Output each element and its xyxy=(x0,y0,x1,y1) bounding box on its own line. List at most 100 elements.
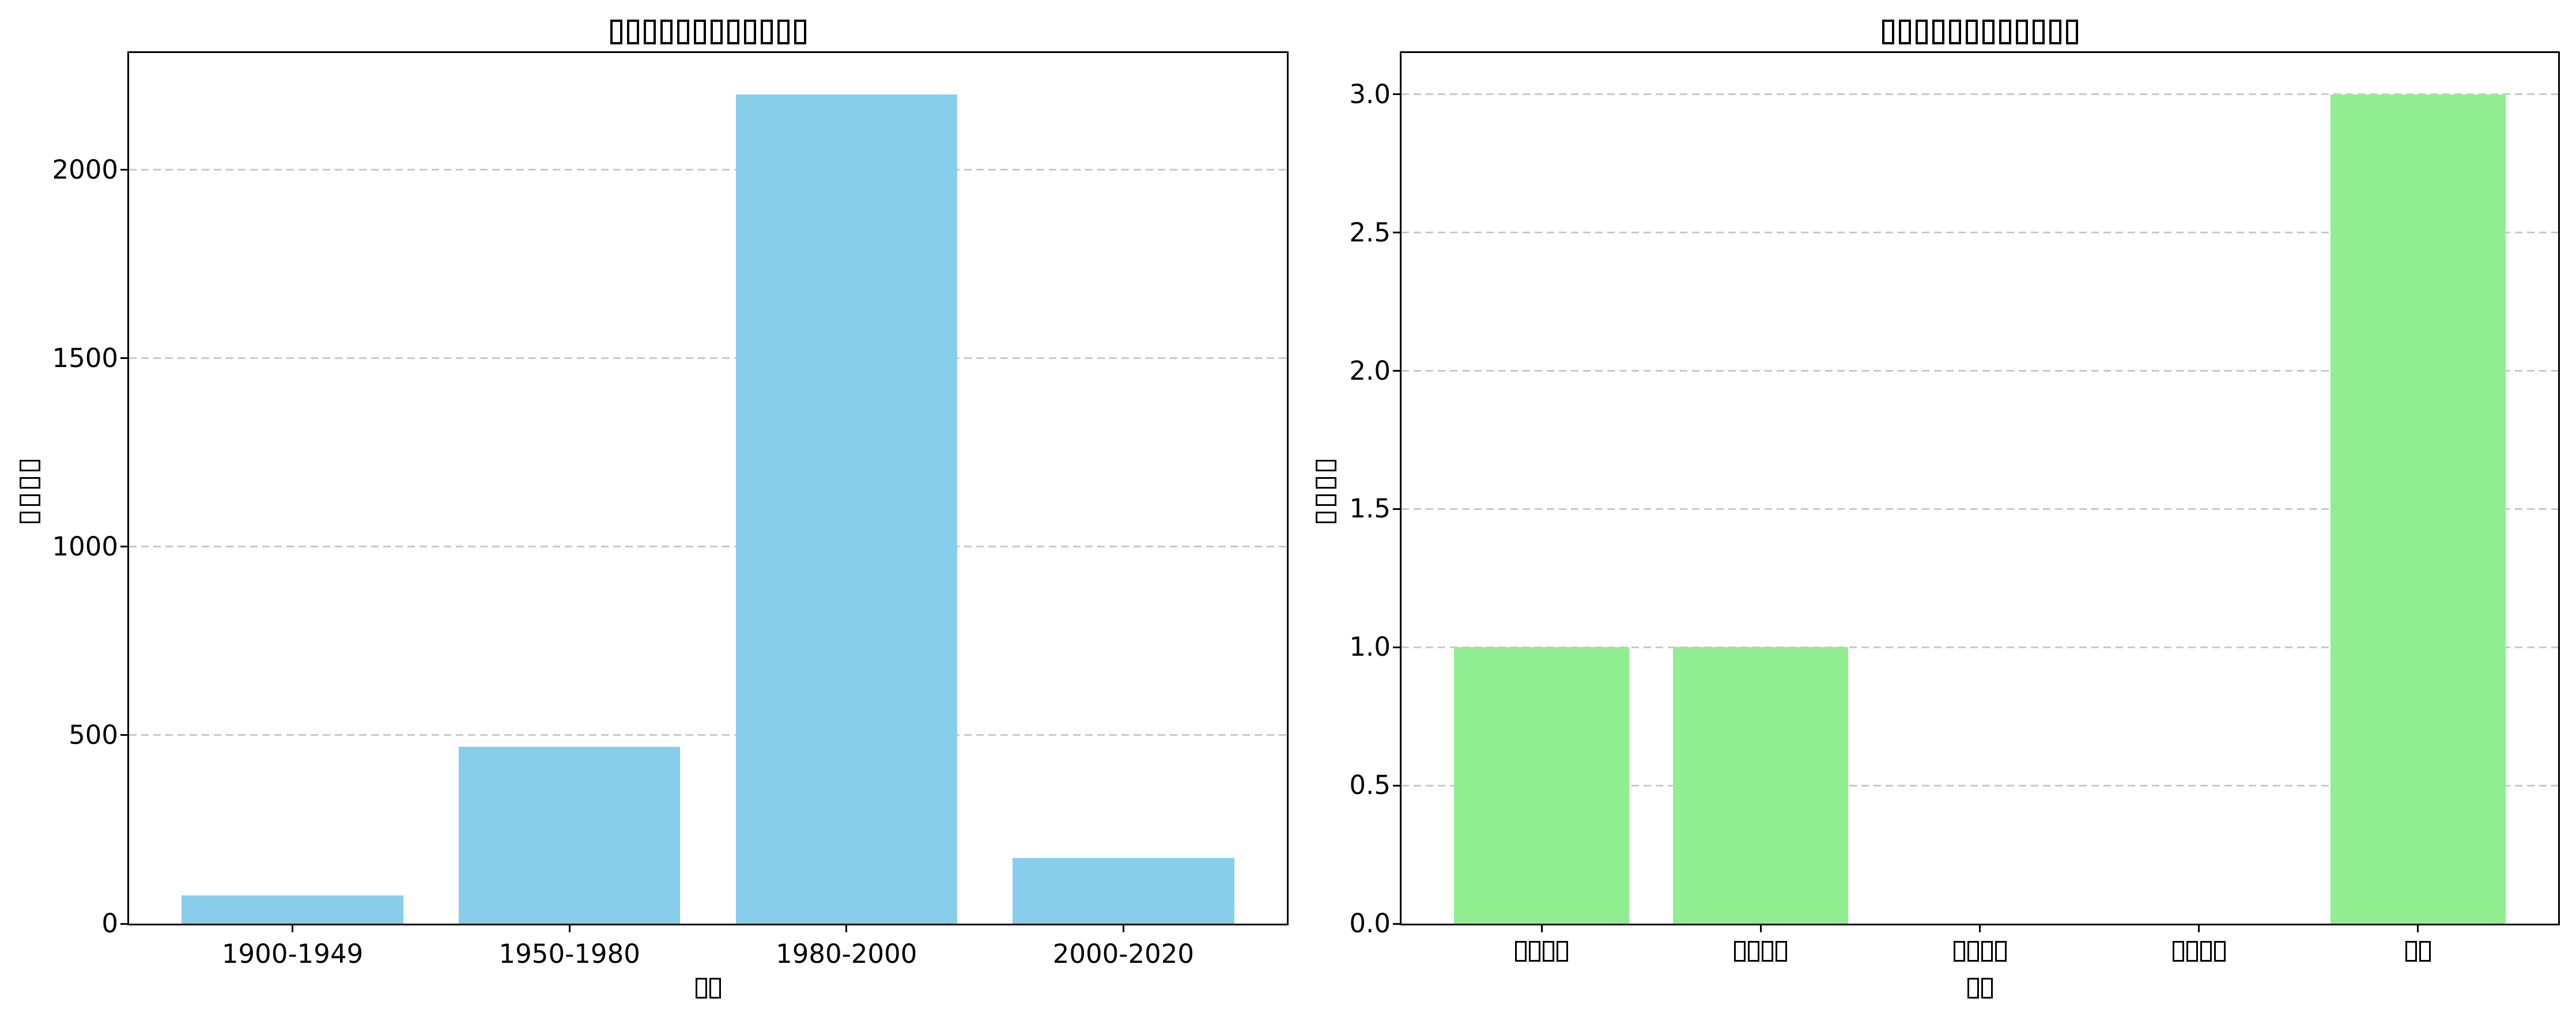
grid-line xyxy=(1402,232,2558,234)
missing-glyph-tofu-icon xyxy=(2200,941,2212,962)
bar xyxy=(1673,647,1849,924)
bar xyxy=(1454,647,1630,924)
x-tick-mark xyxy=(568,925,571,932)
x-tick-mark xyxy=(1540,925,1543,932)
grid-line xyxy=(129,169,1287,171)
missing-glyph-tofu-icon xyxy=(760,20,773,44)
y-tick-mark xyxy=(1393,923,1400,925)
y-tick-label: 1500 xyxy=(52,342,118,373)
missing-glyph-tofu-icon xyxy=(1999,20,2011,44)
missing-glyph-tofu-icon xyxy=(1557,941,1569,962)
missing-glyph-tofu-icon xyxy=(1748,941,1760,962)
missing-glyph-tofu-icon xyxy=(2214,941,2226,962)
y-tick-label: 0.0 xyxy=(1349,908,1391,939)
x-tick-mark xyxy=(292,925,294,932)
missing-glyph-tofu-icon xyxy=(1776,941,1788,962)
y-tick-mark xyxy=(1393,646,1400,648)
y-tick-mark xyxy=(120,546,127,548)
missing-glyph-tofu-icon xyxy=(727,20,739,44)
y-axis-label xyxy=(1316,457,1336,526)
grid-line xyxy=(1402,93,2558,96)
y-tick-label: 3.0 xyxy=(1349,78,1391,109)
missing-glyph-tofu-icon xyxy=(1316,511,1336,523)
missing-glyph-tofu-icon xyxy=(1898,20,1911,44)
missing-glyph-tofu-icon xyxy=(1762,941,1774,962)
missing-glyph-tofu-icon xyxy=(2172,941,2184,962)
missing-glyph-tofu-icon xyxy=(1316,494,1336,506)
missing-glyph-tofu-icon xyxy=(1529,941,1541,962)
x-tick-label xyxy=(2049,941,2349,962)
y-tick-mark xyxy=(120,357,127,360)
x-tick-label: 2000-2020 xyxy=(1052,939,1195,969)
missing-glyph-tofu-icon xyxy=(2405,941,2417,962)
y-axis-label xyxy=(20,457,40,526)
grid-line xyxy=(1402,370,2558,372)
x-tick-label xyxy=(1611,941,1910,962)
y-tick-mark xyxy=(120,923,127,925)
bar xyxy=(2330,94,2506,924)
missing-glyph-tofu-icon xyxy=(2419,941,2431,962)
missing-glyph-tofu-icon xyxy=(677,20,689,44)
missing-glyph-tofu-icon xyxy=(20,511,40,523)
x-tick-mark xyxy=(2417,925,2419,932)
x-axis-label xyxy=(1865,978,2095,999)
missing-glyph-tofu-icon xyxy=(2032,20,2045,44)
bar xyxy=(182,895,403,924)
y-tick-label: 500 xyxy=(69,719,118,750)
grid-line xyxy=(1402,784,2558,787)
x-tick-label: 1900-1949 xyxy=(221,939,364,969)
y-tick-label: 1.0 xyxy=(1349,632,1391,663)
grid-line xyxy=(1402,646,2558,648)
missing-glyph-tofu-icon xyxy=(1948,20,1961,44)
grid-line xyxy=(129,357,1287,360)
missing-glyph-tofu-icon xyxy=(20,494,40,506)
missing-glyph-tofu-icon xyxy=(743,20,756,44)
missing-glyph-tofu-icon xyxy=(695,978,707,999)
y-tick-mark xyxy=(120,734,127,736)
missing-glyph-tofu-icon xyxy=(660,20,673,44)
y-tick-label: 1000 xyxy=(52,531,118,562)
x-tick-label: 1950-1980 xyxy=(498,939,640,969)
grid-line xyxy=(1402,508,2558,510)
missing-glyph-tofu-icon xyxy=(710,20,723,44)
chart-title xyxy=(420,20,996,44)
y-tick-label: 1.5 xyxy=(1349,493,1391,524)
missing-glyph-tofu-icon xyxy=(1967,941,1979,962)
missing-glyph-tofu-icon xyxy=(1932,20,1944,44)
y-tick-mark xyxy=(1393,232,1400,234)
x-tick-label xyxy=(1830,941,2130,962)
x-tick-label: 1980-2000 xyxy=(776,939,917,969)
missing-glyph-tofu-icon xyxy=(1995,941,2007,962)
plot-area: 0 500 1000 1500 2000 1900-1949 1950-1980 1980-2… xyxy=(52,51,1289,969)
x-axis-label xyxy=(593,978,824,999)
missing-glyph-tofu-icon xyxy=(2186,941,2198,962)
x-tick-mark xyxy=(1759,925,1762,932)
missing-glyph-tofu-icon xyxy=(1543,941,1555,962)
y-tick-mark xyxy=(1393,784,1400,787)
plot-area: 0.0 0.5 1.0 1.5 2.0 2.5 3.0 xyxy=(1349,51,2560,962)
grid-line xyxy=(129,734,1287,736)
y-tick-label: 0 xyxy=(101,908,118,939)
missing-glyph-tofu-icon xyxy=(1981,978,1993,999)
y-tick-mark xyxy=(1393,370,1400,372)
y-tick-mark xyxy=(1393,93,1400,96)
y-tick-mark xyxy=(1393,508,1400,510)
grid-line xyxy=(129,546,1287,548)
missing-glyph-tofu-icon xyxy=(626,20,639,44)
bar xyxy=(735,94,958,924)
missing-glyph-tofu-icon xyxy=(1967,978,1979,999)
missing-glyph-tofu-icon xyxy=(20,477,40,489)
y-tick-label: 2.0 xyxy=(1349,355,1391,386)
missing-glyph-tofu-icon xyxy=(1515,941,1527,962)
missing-glyph-tofu-icon xyxy=(1965,20,1978,44)
missing-glyph-tofu-icon xyxy=(20,459,40,471)
bar xyxy=(1013,857,1234,924)
missing-glyph-tofu-icon xyxy=(1316,459,1336,471)
x-tick-mark xyxy=(2198,925,2200,932)
chart-title xyxy=(1692,20,2268,44)
x-tick-label xyxy=(1392,941,1691,962)
missing-glyph-tofu-icon xyxy=(1734,941,1746,962)
x-tick-mark xyxy=(1979,925,1981,932)
missing-glyph-tofu-icon xyxy=(2015,20,2028,44)
